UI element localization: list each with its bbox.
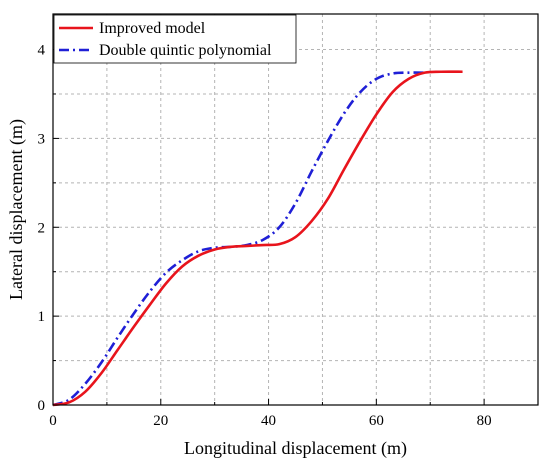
series-lines (52, 70, 463, 407)
axis-ticks: 0 20 40 60 80 0 1 2 3 4 (38, 43, 539, 429)
x-axis-label: Longitudinal displacement (m) (184, 438, 407, 459)
series-line-double-quintic-polynomial (52, 71, 425, 407)
y-axis-label: Lateral displacement (m) (6, 119, 27, 300)
x-tick-label: 40 (261, 413, 276, 429)
grid-lines (53, 14, 538, 405)
x-tick-label: 0 (49, 413, 57, 429)
legend: Improved model Double quintic polynomial (53, 14, 297, 64)
x-tick-label: 80 (477, 413, 492, 429)
plot-frame (52, 13, 539, 406)
y-tick-label: 0 (38, 398, 46, 414)
y-tick-label: 1 (38, 309, 46, 325)
y-tick-label: 3 (38, 131, 46, 147)
y-tick-label: 4 (38, 43, 46, 59)
x-tick-label: 20 (153, 413, 168, 429)
series-line-improved-model (52, 70, 463, 407)
legend-box (53, 14, 297, 64)
y-tick-label: 2 (38, 220, 46, 236)
x-tick-label: 60 (369, 413, 384, 429)
legend-label-double-quintic-polynomial: Double quintic polynomial (99, 42, 272, 59)
legend-label-improved-model: Improved model (99, 20, 206, 37)
